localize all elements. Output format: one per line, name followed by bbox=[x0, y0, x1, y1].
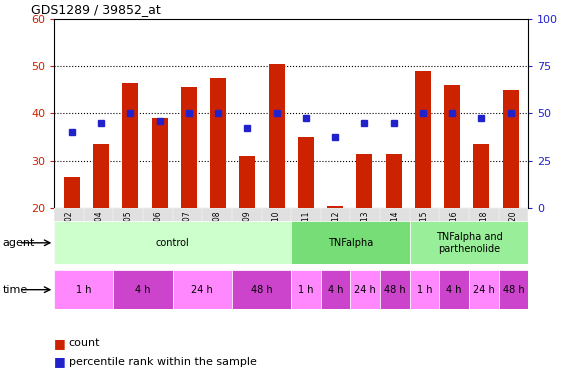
Text: 1 h: 1 h bbox=[298, 285, 314, 295]
Text: GSM47311: GSM47311 bbox=[301, 211, 311, 252]
Text: GSM47308: GSM47308 bbox=[212, 211, 222, 252]
Text: GSM47307: GSM47307 bbox=[183, 211, 192, 252]
Bar bbox=[54, 270, 114, 309]
Text: TNFalpha: TNFalpha bbox=[328, 238, 373, 248]
Text: 24 h: 24 h bbox=[473, 285, 494, 295]
Bar bbox=[173, 270, 232, 309]
Text: GSM47313: GSM47313 bbox=[361, 211, 370, 252]
Bar bbox=[410, 221, 528, 264]
Text: count: count bbox=[69, 338, 100, 348]
Bar bbox=[327, 206, 343, 208]
Bar bbox=[232, 270, 291, 309]
Bar bbox=[473, 144, 489, 208]
Bar bbox=[239, 156, 255, 208]
Bar bbox=[64, 177, 80, 208]
Text: GDS1289 / 39852_at: GDS1289 / 39852_at bbox=[30, 3, 160, 16]
Bar bbox=[502, 90, 518, 208]
Bar bbox=[54, 221, 291, 264]
Text: ■: ■ bbox=[54, 337, 66, 350]
Bar bbox=[268, 64, 284, 208]
Text: 48 h: 48 h bbox=[502, 285, 524, 295]
Text: time: time bbox=[3, 285, 28, 295]
Bar bbox=[351, 270, 380, 309]
Text: GSM47316: GSM47316 bbox=[449, 211, 459, 252]
Text: GSM47304: GSM47304 bbox=[94, 211, 103, 252]
Bar bbox=[298, 137, 314, 208]
Text: 4 h: 4 h bbox=[135, 285, 151, 295]
Bar bbox=[415, 71, 431, 208]
Bar bbox=[291, 270, 321, 309]
Text: GSM47305: GSM47305 bbox=[124, 211, 133, 252]
Bar bbox=[210, 78, 226, 208]
Text: 24 h: 24 h bbox=[191, 285, 213, 295]
Text: agent: agent bbox=[3, 238, 35, 248]
Text: 4 h: 4 h bbox=[447, 285, 462, 295]
Text: 1 h: 1 h bbox=[417, 285, 432, 295]
Bar bbox=[151, 118, 168, 208]
Bar bbox=[93, 144, 109, 208]
Text: 48 h: 48 h bbox=[251, 285, 272, 295]
Text: GSM47309: GSM47309 bbox=[242, 211, 251, 252]
Bar bbox=[410, 270, 439, 309]
Text: GSM47306: GSM47306 bbox=[154, 211, 162, 252]
Bar bbox=[385, 154, 401, 208]
Bar bbox=[444, 85, 460, 208]
Text: TNFalpha and
parthenolide: TNFalpha and parthenolide bbox=[436, 232, 502, 254]
Text: 48 h: 48 h bbox=[384, 285, 405, 295]
Bar bbox=[380, 270, 410, 309]
Bar bbox=[122, 82, 138, 208]
Text: GSM47320: GSM47320 bbox=[509, 211, 518, 252]
Bar bbox=[181, 87, 197, 208]
Text: control: control bbox=[156, 238, 190, 248]
Bar bbox=[498, 270, 528, 309]
Bar bbox=[439, 270, 469, 309]
Bar bbox=[321, 270, 351, 309]
Bar bbox=[114, 270, 173, 309]
Text: ■: ■ bbox=[54, 356, 66, 368]
Text: percentile rank within the sample: percentile rank within the sample bbox=[69, 357, 256, 367]
Text: 1 h: 1 h bbox=[76, 285, 91, 295]
Text: GSM47315: GSM47315 bbox=[420, 211, 429, 252]
Text: GSM47318: GSM47318 bbox=[479, 211, 488, 252]
Text: 4 h: 4 h bbox=[328, 285, 343, 295]
Text: GSM47312: GSM47312 bbox=[331, 211, 340, 252]
Text: GSM47302: GSM47302 bbox=[65, 211, 74, 252]
Bar bbox=[356, 154, 372, 208]
Text: GSM47310: GSM47310 bbox=[272, 211, 281, 252]
Bar bbox=[291, 221, 410, 264]
Text: 24 h: 24 h bbox=[355, 285, 376, 295]
Text: GSM47314: GSM47314 bbox=[391, 211, 399, 252]
Bar bbox=[469, 270, 498, 309]
